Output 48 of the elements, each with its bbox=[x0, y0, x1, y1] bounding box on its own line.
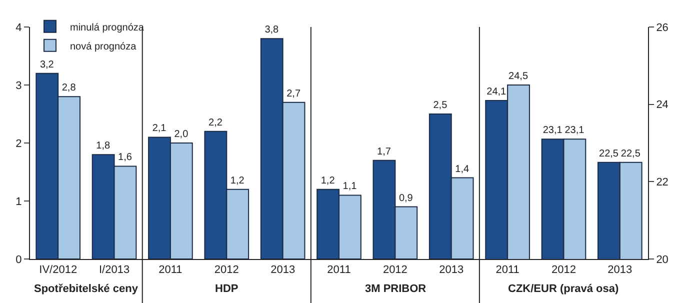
x-tick-label: 2013 bbox=[439, 264, 464, 276]
data-label: 1,6 bbox=[118, 152, 132, 164]
y2-tick-label: 26 bbox=[656, 22, 668, 34]
data-label: 3,2 bbox=[40, 59, 54, 70]
y2-tick-label: 20 bbox=[656, 254, 668, 266]
y-tick-label: 3 bbox=[16, 80, 22, 92]
legend-label: minulá prognóza bbox=[70, 22, 144, 34]
x-tick-label: 2011 bbox=[158, 264, 182, 276]
data-label: 0,9 bbox=[398, 192, 414, 204]
data-label: 22,5 bbox=[599, 148, 619, 160]
x-tick-label: 2012 bbox=[214, 264, 239, 276]
y-tick-label: 4 bbox=[16, 22, 22, 34]
x-tick-label: IV/2012 bbox=[39, 264, 78, 276]
x-tick-label: 2013 bbox=[270, 264, 296, 276]
data-label: 1,7 bbox=[377, 146, 392, 158]
data-label: 2,8 bbox=[62, 82, 76, 94]
y-tick-label: 2 bbox=[16, 138, 22, 150]
y-tick-label: 0 bbox=[16, 254, 22, 266]
data-label: 1,1 bbox=[342, 181, 358, 192]
text: HDP bbox=[215, 283, 238, 295]
data-label: 1,2 bbox=[320, 175, 336, 186]
x-tick-label: 2011 bbox=[327, 264, 351, 276]
data-label: 3,8 bbox=[264, 24, 280, 36]
y2-tick-label: 24 bbox=[656, 99, 668, 112]
data-label: 23,1 bbox=[542, 125, 563, 136]
data-label: 22,5 bbox=[620, 148, 641, 160]
data-label: 2,5 bbox=[433, 100, 448, 111]
data-label: 24,1 bbox=[486, 86, 507, 98]
x-tick-label: 2012 bbox=[382, 264, 408, 276]
text: CZK/EUR (pravá osa) bbox=[508, 283, 619, 295]
data-label: 24,5 bbox=[508, 71, 528, 82]
x-tick-label: I/2013 bbox=[98, 264, 130, 276]
data-label: 1,8 bbox=[96, 140, 110, 152]
text: Spotřebitelské ceny bbox=[34, 283, 139, 295]
legend-label: nová prognóza bbox=[70, 41, 137, 52]
data-label: 23,1 bbox=[564, 125, 585, 136]
text: 3M PRIBOR bbox=[365, 283, 426, 295]
data-label: 2,1 bbox=[152, 123, 167, 134]
x-tick-label: 2012 bbox=[551, 264, 576, 276]
data-label: 2,0 bbox=[174, 129, 189, 140]
y2-tick-label: 22 bbox=[656, 176, 668, 189]
data-label: 1,2 bbox=[230, 175, 245, 186]
data-label: 2,2 bbox=[208, 117, 223, 128]
data-label: 1,4 bbox=[455, 164, 470, 175]
data-label: 2,7 bbox=[286, 88, 301, 100]
x-tick-label: 2013 bbox=[608, 264, 632, 276]
y-tick-label: 1 bbox=[16, 196, 22, 208]
x-tick-label: 2011 bbox=[496, 264, 520, 276]
